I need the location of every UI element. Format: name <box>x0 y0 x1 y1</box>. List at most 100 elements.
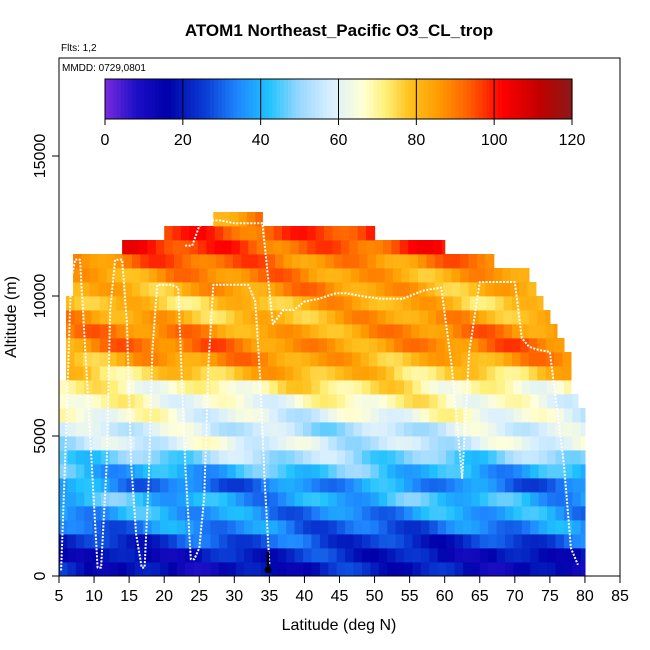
heatmap-cell <box>286 492 296 507</box>
heatmap-cell <box>345 464 355 479</box>
heatmap-cell <box>345 450 355 465</box>
heatmap-cell <box>216 268 226 283</box>
heatmap-cell <box>520 352 530 367</box>
heatmap-cell <box>134 436 144 451</box>
heatmap-cell <box>436 366 446 381</box>
heatmap-cell <box>530 394 540 409</box>
heatmap-cell <box>101 436 111 451</box>
heatmap-cell <box>488 380 498 395</box>
heatmap-cell <box>318 324 328 339</box>
heatmap-cell <box>378 394 388 409</box>
heatmap-cell <box>368 352 378 367</box>
heatmap-cell <box>328 464 338 479</box>
heatmap-cell <box>527 282 537 297</box>
heatmap-cell <box>537 352 547 367</box>
heatmap-cell <box>446 436 456 451</box>
colorbar-segment <box>291 79 297 119</box>
colorbar-segment <box>264 79 270 119</box>
heatmap-cell <box>328 408 338 423</box>
heatmap-cell <box>74 310 84 325</box>
heatmap-cell <box>451 268 461 283</box>
heatmap-cell <box>437 492 447 507</box>
heatmap-cell <box>294 562 304 577</box>
colorbar-segment <box>213 79 219 119</box>
heatmap-cell <box>319 422 329 437</box>
heatmap-cell <box>225 352 235 367</box>
heatmap-cell <box>151 492 161 507</box>
heatmap-cell <box>404 520 414 535</box>
heatmap-cell <box>370 534 380 549</box>
colorbar-segment <box>513 79 519 119</box>
heatmap-cell <box>185 478 195 493</box>
heatmap-cell <box>496 506 506 521</box>
heatmap-cell <box>350 268 360 283</box>
colorbar-segment <box>556 79 561 119</box>
heatmap-cell <box>332 240 342 255</box>
colorbar-segment <box>568 79 573 119</box>
heatmap-cell <box>193 548 203 563</box>
heatmap-cell <box>181 226 191 241</box>
heatmap-cell <box>303 394 313 409</box>
heatmap-cell <box>402 338 412 353</box>
heatmap-cell <box>315 240 325 255</box>
heatmap-cell <box>117 520 127 535</box>
heatmap-cell <box>294 394 304 409</box>
heatmap-cell <box>404 436 414 451</box>
heatmap-cell <box>370 436 380 451</box>
heatmap-cell <box>345 548 355 563</box>
heatmap-cell <box>140 282 150 297</box>
x-tick-label: 30 <box>225 588 243 605</box>
heatmap-cell <box>332 226 342 241</box>
heatmap-cell <box>485 254 495 269</box>
heatmap-cell <box>157 282 167 297</box>
heatmap-cell <box>116 324 126 339</box>
heatmap-cell <box>503 352 513 367</box>
heatmap-cell <box>419 310 429 325</box>
heatmap-cell <box>340 240 350 255</box>
heatmap-cell <box>91 324 101 339</box>
heatmap-cell <box>251 296 261 311</box>
heatmap-cell <box>92 436 102 451</box>
heatmap-cell <box>328 562 338 577</box>
heatmap-cell <box>429 492 439 507</box>
heatmap-cell <box>408 240 418 255</box>
heatmap-cell <box>520 366 530 381</box>
heatmap-cell <box>115 282 125 297</box>
heatmap-cell <box>242 296 252 311</box>
heatmap-cell <box>513 450 523 465</box>
heatmap-cell <box>252 478 262 493</box>
aircraft-marker <box>264 551 272 574</box>
heatmap-cell <box>521 478 531 493</box>
colorbar-segment <box>447 79 452 119</box>
heatmap-cell <box>109 450 119 465</box>
heatmap-cell <box>462 422 472 437</box>
heatmap-cell <box>471 506 481 521</box>
heatmap-cell <box>478 338 488 353</box>
heatmap-cell <box>133 296 143 311</box>
heatmap-cell <box>513 436 523 451</box>
heatmap-cell <box>461 366 471 381</box>
heatmap-cell <box>200 366 210 381</box>
heatmap-cell <box>207 268 217 283</box>
heatmap-cell <box>193 394 203 409</box>
heatmap-cell <box>343 324 353 339</box>
heatmap-cell <box>308 282 318 297</box>
heatmap-cell <box>360 338 370 353</box>
heatmap-cell <box>402 366 412 381</box>
colorbar-segment <box>509 79 515 119</box>
heatmap-cell <box>521 436 531 451</box>
heatmap-cell <box>486 352 496 367</box>
heatmap-cell <box>530 506 540 521</box>
heatmap-cell <box>554 324 558 339</box>
heatmap-cell <box>471 492 481 507</box>
colorbar-segment <box>342 79 347 119</box>
heatmap-cell <box>227 436 237 451</box>
heatmap-cell <box>336 478 346 493</box>
heatmap-cell <box>185 464 195 479</box>
colorbar-segment <box>420 79 425 119</box>
heatmap-cell <box>193 436 203 451</box>
heatmap-cell <box>454 520 464 535</box>
heatmap-cell <box>150 366 160 381</box>
colorbar-segment <box>494 79 499 119</box>
colorbar-segment <box>167 79 172 119</box>
